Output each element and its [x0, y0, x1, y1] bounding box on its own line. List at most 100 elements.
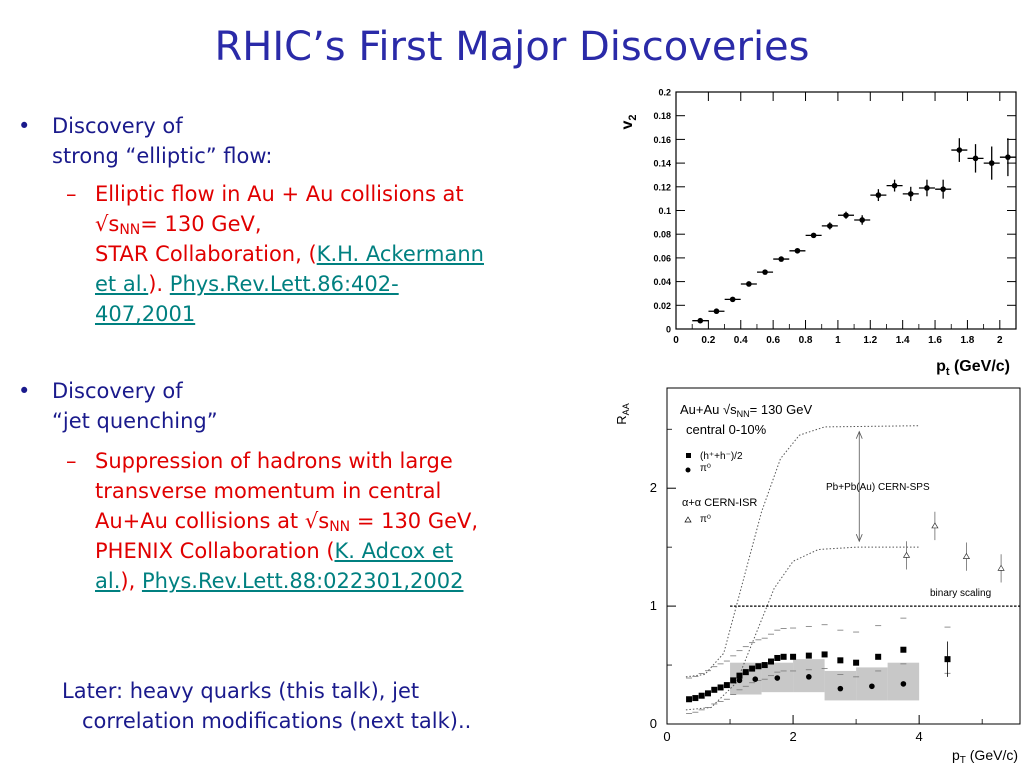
legend-square-marker	[686, 453, 691, 458]
raa-ytick-label: 2	[650, 480, 657, 495]
ackermann-link-cont[interactable]: et al.	[95, 272, 149, 296]
v2-data-point	[988, 160, 995, 166]
v2-xtick-label: 0	[673, 335, 679, 346]
sub1-line5: 407,2001	[95, 299, 605, 329]
hadron-data-point	[821, 651, 828, 658]
v2-xlabel: pt (GeV/c)	[936, 358, 1010, 378]
hadron-data-point	[711, 686, 718, 693]
bullet2-line1: Discovery of	[52, 379, 183, 403]
sqrt-s: √s	[304, 509, 330, 533]
legend-hadrons: (h⁺+h⁻)/2	[700, 451, 743, 462]
ackermann-link[interactable]: K.H. Ackermann	[316, 242, 484, 266]
sqrt-s: √s	[95, 212, 120, 236]
sub2-line3: Au+Au collisions at √sNN = 130 GeV,	[95, 506, 605, 536]
raa-xtick-label: 2	[789, 729, 796, 744]
pi0-data-point	[752, 676, 759, 682]
v2-ytick-label: 0.04	[653, 277, 671, 287]
v2-data-point	[940, 186, 946, 192]
v2-data-point	[713, 308, 720, 315]
sub1-line1: Elliptic flow in Au + Au collisions at	[95, 182, 464, 206]
v2-data-point	[697, 317, 704, 324]
v2-ytick-label: 0.2	[658, 88, 671, 98]
hadron-data-point	[853, 659, 860, 666]
isr-pi0-data-point	[902, 551, 911, 558]
isr-pi0-data-point	[962, 552, 971, 559]
sub2-dash: –	[66, 449, 77, 473]
hadron-data-point	[944, 656, 951, 663]
v2-data-point	[956, 147, 963, 153]
nn-subscript: NN	[119, 222, 141, 238]
hadron-data-point	[837, 657, 844, 664]
v2-xtick-label: 1.8	[960, 335, 974, 346]
v2-xtick-label: 0.2	[701, 335, 715, 346]
isr-pi0-data-point	[997, 564, 1005, 571]
prl86-link-cont[interactable]: 407,2001	[95, 302, 196, 326]
v2-data-point	[875, 192, 882, 198]
v2-data-point	[1005, 154, 1011, 160]
hadron-data-point	[704, 690, 711, 697]
hadron-data-point	[736, 672, 743, 679]
prl86-link[interactable]: Phys.Rev.Lett.86:402-	[169, 272, 399, 296]
hadron-data-point	[717, 684, 724, 691]
legend-centrality: central 0-10%	[686, 422, 767, 437]
legend-isr: α+α CERN-ISR	[682, 497, 757, 509]
sps-lower-curve	[685, 546, 920, 711]
bullet1-line1: Discovery of	[52, 114, 183, 138]
v2-ylabel: v2	[619, 114, 639, 129]
later-line1: Later: heavy quarks (this talk), jet	[62, 679, 420, 703]
prl88-link[interactable]: Phys.Rev.Lett.88:022301,2002	[141, 569, 464, 593]
v2-data-point	[746, 281, 752, 287]
v2-ytick-label: 0.06	[653, 253, 671, 263]
v2-chart: 0 0.2 0.4 0.6 0.8 1 1.2 1.4 1.6 1.8 2 0 0.02 0.04 0.06…	[619, 88, 1017, 378]
hadron-data-point	[730, 677, 737, 684]
pi0-data-point	[806, 674, 812, 680]
raa-xtick-label: 0	[663, 729, 670, 744]
v2-data-point	[972, 155, 979, 162]
bullet1-text: Discovery of strong “elliptic” flow:	[52, 111, 273, 171]
v2-xtick-label: 0.8	[799, 335, 813, 346]
hadron-data-point	[761, 662, 768, 669]
sub2-line2: transverse momentum in central	[95, 479, 442, 503]
v2-xtick-label: 0.4	[734, 335, 748, 346]
isr-pi0-data-point	[931, 522, 939, 529]
v2-plot-frame	[675, 91, 1017, 330]
sub1-dash: –	[66, 182, 77, 206]
sub2-text: Suppression of hadrons with large transv…	[95, 446, 605, 596]
bullet-marker: •	[18, 114, 31, 138]
arrow-head-up	[855, 430, 863, 439]
v2-ytick-label: 0.14	[653, 159, 671, 169]
pi0-data-point	[900, 681, 907, 687]
adcox-link[interactable]: K. Adcox et	[334, 539, 453, 563]
v2-data-point	[762, 269, 768, 275]
v2-data-point	[794, 247, 801, 254]
raa-systematic-band	[824, 670, 857, 701]
v2-data-point	[891, 182, 898, 189]
later-text: Later: heavy quarks (this talk), jet cor…	[62, 676, 471, 736]
hadron-data-point	[749, 665, 756, 672]
v2-ytick-label: 0.08	[653, 230, 671, 240]
v2-xtick-label: 1	[835, 335, 841, 346]
collab-text: PHENIX Collaboration (	[95, 539, 335, 563]
v2-ytick-label: 0.16	[653, 135, 671, 145]
v2-xtick-label: 1.2	[863, 335, 877, 346]
sub1-text: Elliptic flow in Au + Au collisions at √…	[95, 179, 605, 329]
v2-ytick-label: 0.02	[653, 301, 671, 311]
pi0-data-point	[774, 675, 781, 681]
v2-data-point	[907, 191, 914, 197]
hadron-data-point	[805, 652, 812, 659]
adcox-link-cont[interactable]: al.	[95, 569, 121, 593]
slide-title: RHIC’s First Major Discoveries	[214, 24, 810, 70]
legend-triangle-marker	[684, 516, 692, 523]
hadron-data-point	[768, 658, 775, 665]
v2-data-point	[843, 212, 849, 219]
raa-plot-frame	[666, 387, 1021, 725]
hadron-data-point	[686, 696, 693, 703]
sub1-line4: et al.). Phys.Rev.Lett.86:402-	[95, 269, 605, 299]
sps-upper-curve	[685, 425, 920, 678]
hadron-data-point	[698, 692, 705, 699]
bullet2-line2: “jet quenching”	[52, 409, 218, 433]
hadron-data-point	[755, 663, 762, 670]
bullet-marker: •	[18, 379, 31, 403]
pi0-data-point	[736, 677, 743, 684]
raa-xlabel: pT (GeV/c)	[952, 747, 1018, 766]
